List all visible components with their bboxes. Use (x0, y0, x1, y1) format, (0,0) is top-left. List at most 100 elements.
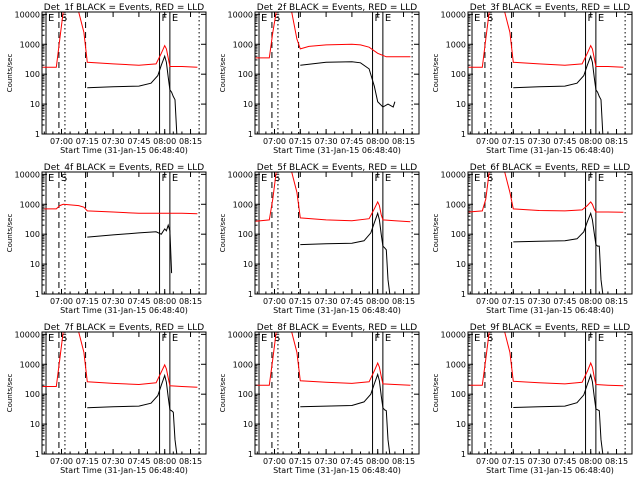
x-tick-label: 08:15 (179, 297, 202, 306)
plot-frame (467, 11, 633, 135)
y-axis-title: Counts/sec (432, 374, 440, 413)
x-axis-title: Start Time (31-Jan-15 06:48:40) (486, 306, 614, 315)
x-tick-label: 07:00 (50, 137, 73, 146)
y-tick-label: 100 (451, 230, 466, 239)
y-tick-label: 1 (461, 450, 466, 459)
x-tick-label: 07:45 (340, 297, 363, 306)
event-marker-label: S (487, 173, 493, 184)
chart-title: Det_5f BLACK = Events, RED = LLD (257, 163, 417, 173)
y-axis-title: Counts/sec (6, 214, 14, 253)
y-tick-label: 1000 (446, 360, 466, 369)
x-tick-label: 08:15 (179, 137, 202, 146)
y-tick-label: 1000 (20, 200, 40, 209)
event-marker-label: E (474, 13, 480, 24)
event-marker-label: E (474, 173, 480, 184)
lld-series-line (468, 332, 624, 387)
event-marker-label: E (48, 333, 54, 344)
x-tick-label: 07:30 (315, 137, 338, 146)
x-tick-label: 08:15 (605, 457, 628, 466)
chart-title: Det_4f BLACK = Events, RED = LLD (44, 163, 204, 173)
y-tick-label: 1000 (20, 360, 40, 369)
x-tick-label: 07:00 (50, 457, 73, 466)
x-tick-label: 07:15 (502, 137, 525, 146)
event-marker-label: F (375, 333, 381, 344)
x-tick-label: 08:15 (392, 137, 415, 146)
x-tick-label: 07:45 (553, 457, 576, 466)
plot-frame (467, 331, 633, 455)
x-tick-label: 07:00 (50, 297, 73, 306)
x-axis-title: Start Time (31-Jan-15 06:48:40) (273, 466, 401, 475)
event-marker-label: S (487, 13, 493, 24)
event-marker-label: S (274, 13, 280, 24)
y-tick-label: 1 (248, 450, 253, 459)
plot-frame (254, 11, 420, 135)
x-axis-title: Start Time (31-Jan-15 06:48:40) (60, 466, 188, 475)
x-tick-label: 07:15 (289, 137, 312, 146)
x-axis-title: Start Time (31-Jan-15 06:48:40) (273, 306, 401, 315)
event-marker-label: F (588, 13, 594, 24)
y-tick-label: 1 (248, 290, 253, 299)
y-tick-label: 10 (243, 420, 253, 429)
event-marker-label: E (172, 13, 178, 24)
event-marker-label: E (261, 13, 267, 24)
x-tick-label: 07:30 (102, 297, 125, 306)
y-tick-label: 1 (248, 130, 253, 139)
x-axis-title: Start Time (31-Jan-15 06:48:40) (486, 466, 614, 475)
event-marker-label: E (385, 13, 391, 24)
lld-series-line (255, 12, 411, 59)
y-tick-label: 10000 (228, 170, 253, 179)
event-marker-label: F (162, 13, 168, 24)
x-tick-label: 07:15 (76, 457, 99, 466)
x-axis-title: Start Time (31-Jan-15 06:48:40) (60, 306, 188, 315)
x-tick-label: 07:45 (127, 137, 150, 146)
x-tick-label: 07:45 (553, 137, 576, 146)
event-marker-label: S (61, 333, 67, 344)
y-tick-label: 1 (461, 290, 466, 299)
events-series-line (300, 372, 391, 454)
y-axis-title: Counts/sec (219, 54, 227, 93)
event-marker-label: E (261, 173, 267, 184)
y-tick-label: 10000 (441, 330, 466, 339)
event-marker-label: E (385, 333, 391, 344)
y-tick-label: 10000 (15, 10, 40, 19)
x-tick-label: 07:30 (315, 297, 338, 306)
events-series-line (300, 61, 396, 108)
x-tick-label: 08:00 (153, 297, 176, 306)
x-tick-label: 07:00 (476, 137, 499, 146)
x-tick-label: 07:15 (502, 297, 525, 306)
x-tick-label: 08:15 (605, 137, 628, 146)
x-tick-label: 08:15 (179, 457, 202, 466)
y-tick-label: 10000 (228, 330, 253, 339)
event-marker-label: E (172, 333, 178, 344)
x-tick-label: 07:15 (76, 297, 99, 306)
y-tick-label: 1 (35, 130, 40, 139)
events-series-line (513, 211, 604, 294)
event-marker-label: S (61, 13, 67, 24)
y-tick-label: 100 (451, 390, 466, 399)
lld-series-line (42, 12, 198, 68)
x-tick-label: 08:00 (579, 457, 602, 466)
event-marker-label: S (487, 333, 493, 344)
x-tick-label: 08:15 (605, 297, 628, 306)
event-marker-label: E (172, 173, 178, 184)
x-tick-label: 07:45 (553, 297, 576, 306)
event-marker-label: E (598, 13, 604, 24)
events-series-line (87, 54, 178, 134)
y-tick-label: 100 (238, 230, 253, 239)
y-axis-title: Counts/sec (6, 374, 14, 413)
plot-frame (41, 331, 207, 455)
x-tick-label: 07:45 (340, 137, 363, 146)
chart-title: Det_7f BLACK = Events, RED = LLD (44, 323, 204, 333)
y-tick-label: 100 (451, 70, 466, 79)
x-tick-label: 08:15 (392, 457, 415, 466)
y-tick-label: 10000 (441, 10, 466, 19)
x-tick-label: 08:00 (579, 297, 602, 306)
y-tick-label: 10000 (441, 170, 466, 179)
x-axis-title: Start Time (31-Jan-15 06:48:40) (60, 146, 188, 155)
